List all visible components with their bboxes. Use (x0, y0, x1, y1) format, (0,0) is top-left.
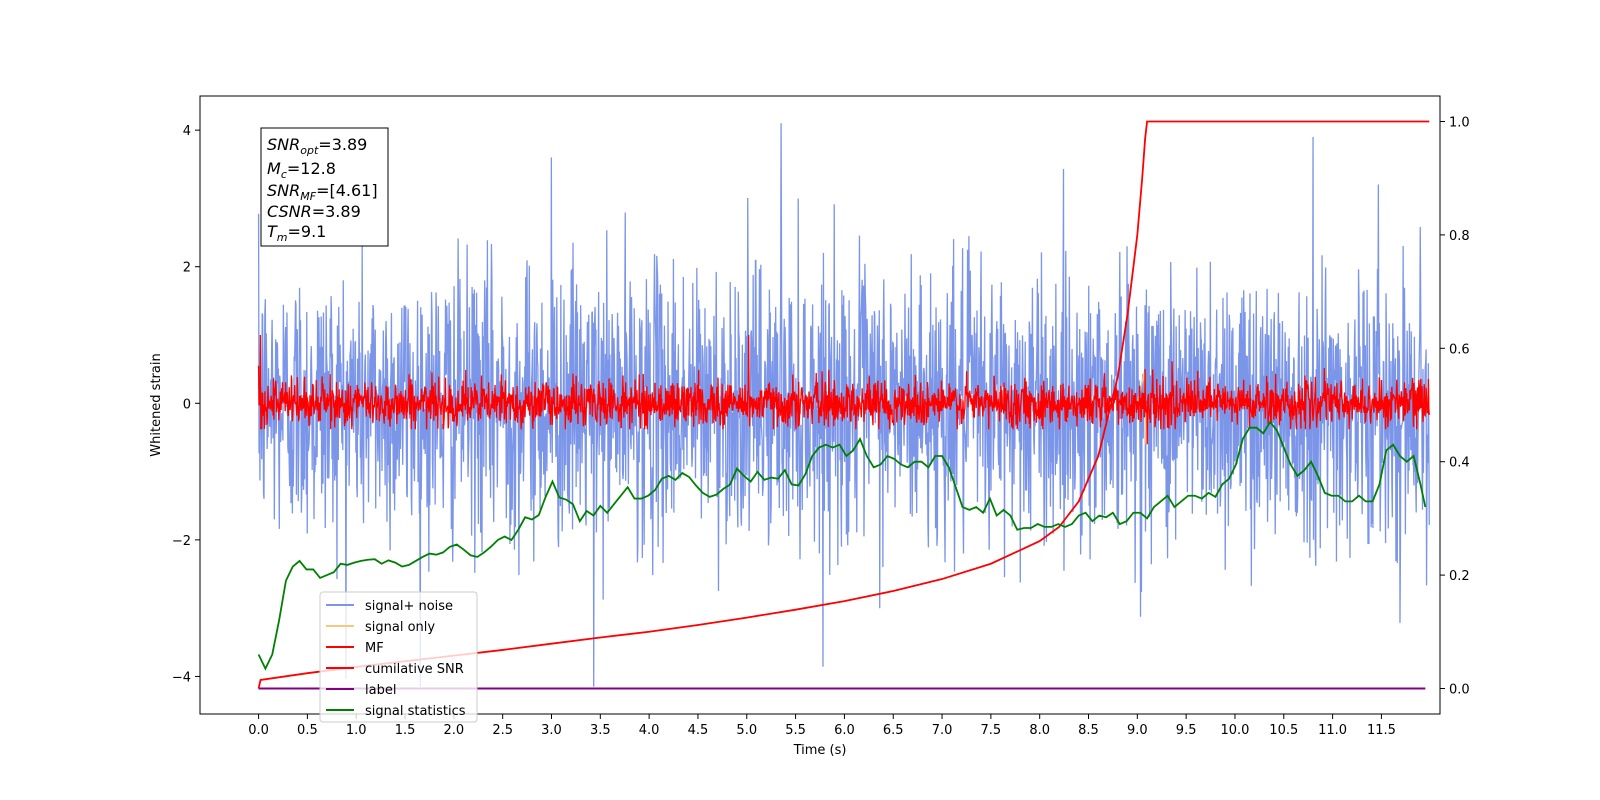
x-axis: 0.0 0.5 1.0 1.5 2.0 2.5 3.0 3.5 4.0 4.5 5.0 5.5 6.0 6… (248, 714, 1396, 738)
y-axis-right: 1.0 0.8 0.6 0.4 0.2 0.0 (1440, 116, 1470, 697)
x-tick-label: 10.5 (1269, 723, 1298, 738)
x-tick-label: 6.5 (883, 723, 904, 738)
y-tick-label: −4 (172, 670, 191, 685)
x-tick-label: 2.5 (492, 723, 513, 738)
x-axis-label: Time (s) (793, 743, 847, 758)
x-tick-label: 0.0 (248, 723, 269, 738)
y-tick-label: 0 (183, 397, 191, 412)
y-tick-label: 4 (183, 124, 191, 139)
info-box-frame (260, 127, 389, 247)
x-tick-label: 10.0 (1220, 723, 1249, 738)
info-line-mc: Mc=12.8 (267, 159, 336, 181)
x-tick-label: 7.0 (932, 723, 953, 738)
info-box: SNRopt=3.89 Mc=12.8 SNRMF=[4.61] CSNR=3.… (260, 127, 389, 247)
series-signal-statistics (257, 420, 1427, 671)
legend-frame (319, 591, 478, 723)
x-tick-label: 2.0 (444, 723, 465, 738)
y2-tick-label: 0.0 (1449, 682, 1470, 697)
info-line-csnr: CSNR=3.89 (267, 202, 361, 221)
x-tick-label: 1.0 (346, 723, 367, 738)
x-tick-label: 7.5 (981, 723, 1002, 738)
legend-label: signal+ noise (365, 599, 453, 614)
y-tick-label: −2 (172, 534, 191, 549)
y2-tick-label: 1.0 (1449, 116, 1470, 131)
y-axis-left: 4 2 0 −2 −4 (172, 124, 200, 685)
x-tick-label: 9.0 (1127, 723, 1148, 738)
x-tick-label: 3.0 (541, 723, 562, 738)
x-tick-label: 11.5 (1367, 723, 1396, 738)
series-signal-noise (257, 123, 1430, 687)
x-tick-label: 0.5 (297, 723, 318, 738)
info-line-snr-mf: SNRMF=[4.61] (267, 181, 378, 203)
legend-label: label (365, 683, 396, 698)
y-tick-label: 2 (183, 261, 191, 276)
series-mf (257, 335, 1430, 445)
legend-label: signal statistics (365, 704, 466, 719)
x-tick-label: 1.5 (395, 723, 416, 738)
legend: signal+ noise signal only MF cumilative SNR… (319, 591, 478, 723)
y2-tick-label: 0.8 (1449, 229, 1470, 244)
x-tick-label: 11.0 (1318, 723, 1347, 738)
y2-tick-label: 0.6 (1449, 342, 1470, 357)
y-axis-label: Whitened strain (149, 353, 164, 456)
legend-label: cumilative SNR (365, 662, 464, 677)
x-tick-label: 9.5 (1176, 723, 1197, 738)
x-tick-label: 5.0 (736, 723, 757, 738)
x-tick-label: 3.5 (590, 723, 611, 738)
x-tick-label: 8.0 (1029, 723, 1050, 738)
x-tick-label: 4.5 (688, 723, 709, 738)
info-line-tm: Tm=9.1 (267, 222, 326, 244)
legend-label: MF (365, 641, 384, 656)
axes-frame (199, 95, 1441, 715)
x-tick-label: 4.0 (639, 723, 660, 738)
y2-tick-label: 0.2 (1449, 569, 1470, 584)
info-line-snr-opt: SNRopt=3.89 (267, 135, 367, 157)
x-tick-label: 6.0 (834, 723, 855, 738)
x-tick-label: 5.5 (785, 723, 806, 738)
x-tick-label: 8.5 (1078, 723, 1099, 738)
legend-label: signal only (365, 620, 435, 635)
y2-tick-label: 0.4 (1449, 456, 1470, 471)
